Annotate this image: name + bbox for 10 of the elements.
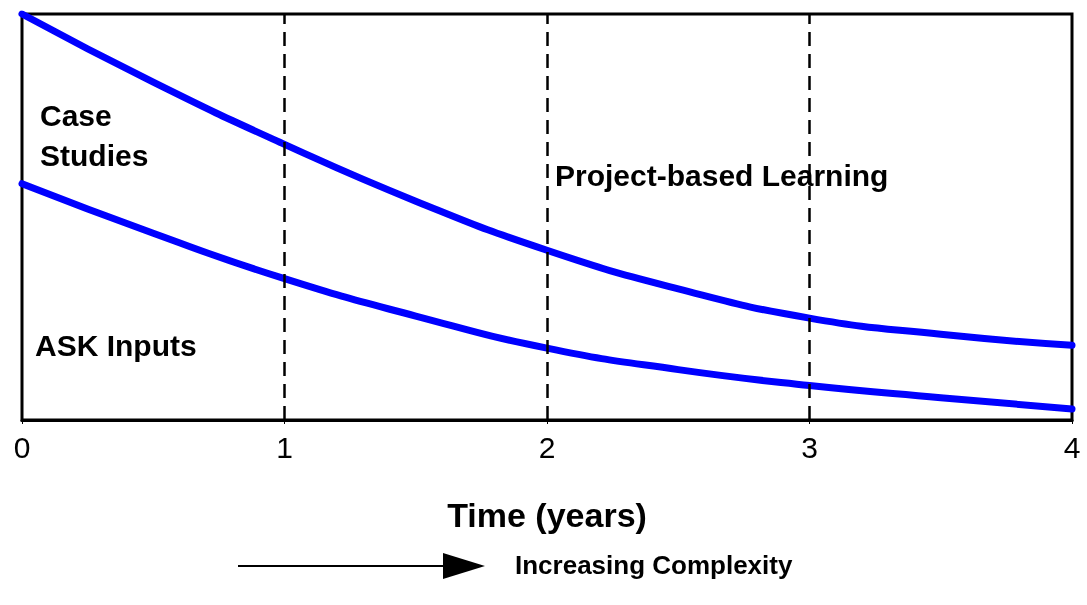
- annotation: Project-based Learning: [555, 158, 889, 192]
- annotation: Case Studies: [40, 98, 149, 172]
- x-tick-label: 1: [276, 430, 293, 464]
- x-tick-label: 2: [538, 430, 556, 464]
- x-tick-label: 3: [801, 430, 818, 464]
- x-axis-title: Time (years): [447, 496, 647, 534]
- x-tick-label: 0: [13, 430, 31, 464]
- text: Increasing Complexity: [515, 550, 793, 581]
- x-tick-label: 4: [1063, 430, 1081, 464]
- annotation: ASK Inputs: [35, 328, 197, 362]
